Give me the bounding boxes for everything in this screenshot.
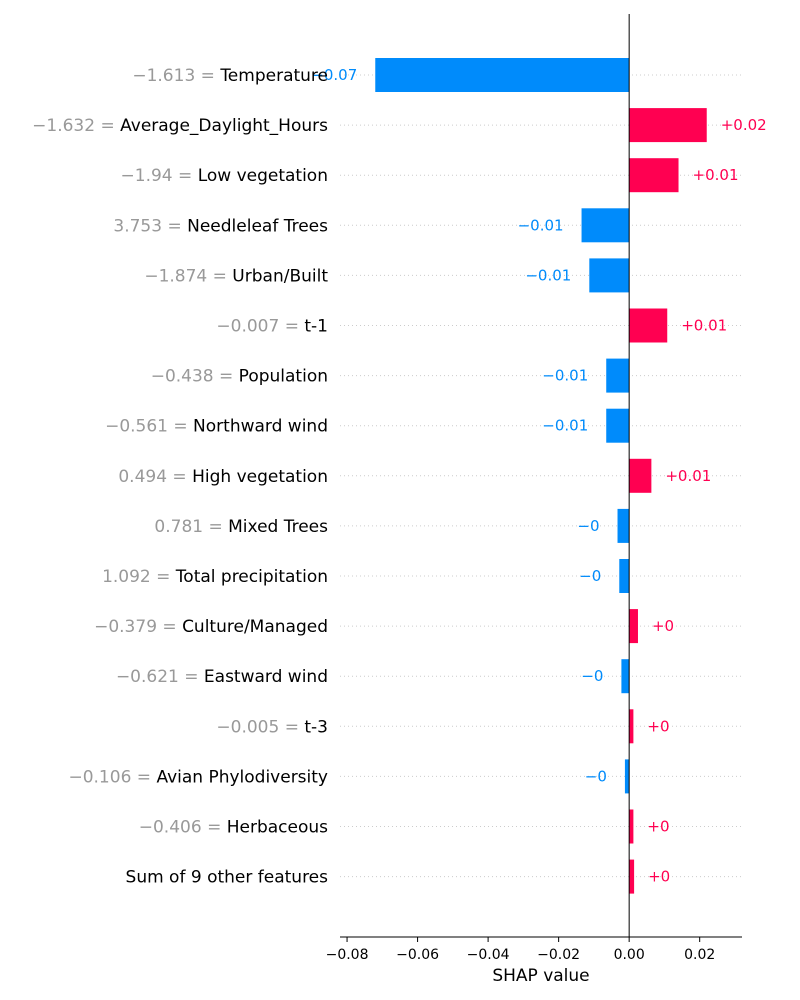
bar-value-label: −0 <box>581 667 603 685</box>
feature-label: 1.092 = Total precipitation <box>102 567 328 587</box>
shap-bar <box>629 158 679 193</box>
x-tick-label: −0.08 <box>326 947 369 963</box>
bar-value-label: −0.01 <box>518 216 564 234</box>
feature-value: −1.94 = <box>121 166 198 186</box>
feature-name: t-3 <box>304 717 328 737</box>
shap-bar <box>629 859 635 894</box>
shap-bar <box>589 258 630 293</box>
feature-name: t-1 <box>304 317 328 337</box>
shap-bar <box>629 609 638 644</box>
feature-labels: −1.613 = Temperature −1.632 = Average_Day… <box>32 66 328 888</box>
bar-value-label: −0.07 <box>311 66 357 84</box>
feature-name: Population <box>239 367 328 387</box>
feature-label: Sum of 9 other features <box>126 868 329 888</box>
feature-value: −0.379 = <box>94 617 182 637</box>
feature-value: −1.632 = <box>32 116 120 136</box>
feature-name: High vegetation <box>192 467 328 487</box>
shap-bar <box>629 308 668 343</box>
shap-bar <box>619 559 630 593</box>
feature-value: −0.621 = <box>116 667 204 687</box>
bar-value-label: +0.01 <box>665 467 711 485</box>
feature-value: 3.753 = <box>113 216 187 236</box>
feature-value: −0.007 = <box>216 317 304 337</box>
x-tick-label: −0.06 <box>396 947 439 963</box>
bars: −0.07 +0.02 +0.01 −0.01 −0.01 +0.01 −0.01 −0.01… <box>311 58 767 894</box>
shap-bar <box>629 809 634 844</box>
bar-value-label: −0 <box>579 567 601 585</box>
shap-bar <box>624 759 630 794</box>
feature-label: −1.632 = Average_Daylight_Hours <box>32 116 328 136</box>
feature-value: −0.406 = <box>139 818 227 838</box>
x-axis-title: SHAP value <box>492 966 589 986</box>
feature-value: −0.005 = <box>216 717 304 737</box>
feature-name: Total precipitation <box>175 567 328 587</box>
x-tick-label: −0.02 <box>537 947 580 963</box>
shap-bar <box>629 458 652 493</box>
feature-value: 0.494 = <box>118 467 192 487</box>
feature-name: Herbaceous <box>227 818 328 838</box>
shap-bar <box>617 508 630 543</box>
feature-name: Northward wind <box>193 417 328 437</box>
feature-name: Average_Daylight_Hours <box>120 116 328 136</box>
shap-bar <box>581 208 630 243</box>
shap-bar <box>621 659 630 694</box>
feature-value: −0.106 = <box>68 767 156 787</box>
feature-label: −0.406 = Herbaceous <box>139 818 328 838</box>
feature-name: Avian Phylodiversity <box>156 767 328 787</box>
feature-value: 1.092 = <box>102 567 176 587</box>
shap-bar <box>629 108 707 143</box>
feature-name: Culture/Managed <box>182 617 328 637</box>
feature-label: −1.874 = Urban/Built <box>144 266 328 286</box>
feature-label: 3.753 = Needleleaf Trees <box>113 216 328 236</box>
shap-bar <box>375 58 630 92</box>
feature-value: −0.438 = <box>151 367 239 387</box>
feature-value: −0.561 = <box>105 417 193 437</box>
feature-label: −1.94 = Low vegetation <box>121 166 328 186</box>
feature-name: Temperature <box>219 66 328 86</box>
x-axis: −0.08 −0.06 −0.04 −0.02 0.00 0.02 <box>326 936 742 963</box>
feature-label: 0.781 = Mixed Trees <box>154 517 328 537</box>
gridlines <box>340 74 742 878</box>
bar-value-label: +0 <box>647 717 669 735</box>
feature-value: −1.874 = <box>144 266 232 286</box>
x-tick-label: 0.00 <box>614 947 645 963</box>
bar-value-label: +0 <box>648 868 670 886</box>
x-tick-label: 0.02 <box>684 947 715 963</box>
bar-value-label: +0.02 <box>721 116 767 134</box>
shap-bar <box>629 709 634 744</box>
feature-label: −0.007 = t-1 <box>216 317 328 337</box>
bar-value-label: +0 <box>647 818 669 836</box>
feature-label: −0.561 = Northward wind <box>105 417 328 437</box>
feature-label: −0.379 = Culture/Managed <box>94 617 328 637</box>
feature-name: Needleleaf Trees <box>187 216 328 236</box>
feature-label: −1.613 = Temperature <box>132 66 328 86</box>
bar-value-label: −0.01 <box>525 266 571 284</box>
bar-value-label: −0.01 <box>542 367 588 385</box>
feature-name: Eastward wind <box>204 667 328 687</box>
feature-value: −1.613 = <box>132 66 220 86</box>
bar-value-label: −0 <box>585 767 607 785</box>
bar-value-label: −0.01 <box>542 417 588 435</box>
bar-value-label: +0.01 <box>693 166 739 184</box>
bar-value-label: +0 <box>652 617 674 635</box>
x-tick-label: −0.04 <box>467 947 510 963</box>
feature-name: Sum of 9 other features <box>126 868 329 888</box>
feature-name: Low vegetation <box>198 166 328 186</box>
bar-value-label: −0 <box>577 517 599 535</box>
feature-label: 0.494 = High vegetation <box>118 467 328 487</box>
feature-name: Mixed Trees <box>228 517 328 537</box>
feature-label: −0.106 = Avian Phylodiversity <box>68 767 328 787</box>
bar-value-label: +0.01 <box>681 317 727 335</box>
feature-label: −0.621 = Eastward wind <box>116 667 328 687</box>
feature-label: −0.005 = t-3 <box>216 717 328 737</box>
feature-name: Urban/Built <box>232 266 328 286</box>
shap-bar <box>606 408 630 443</box>
feature-value: 0.781 = <box>154 517 228 537</box>
feature-label: −0.438 = Population <box>151 367 328 387</box>
shap-bar <box>606 358 630 393</box>
